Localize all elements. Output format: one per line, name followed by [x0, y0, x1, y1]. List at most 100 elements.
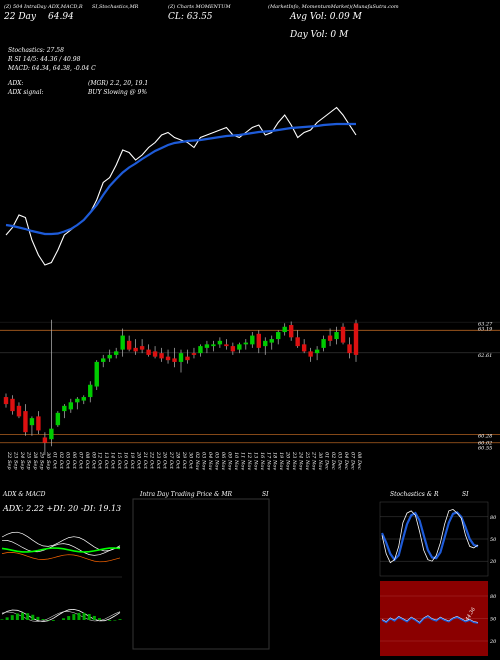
- macd-histogram-bar: [118, 619, 122, 620]
- date-tick-label: 13 Nov: [252, 452, 258, 470]
- date-tick-label: 08 Dec: [356, 452, 362, 470]
- adx-lines: [1, 531, 121, 563]
- candle-body: [16, 405, 22, 417]
- date-tick-label: 09 Oct: [90, 452, 96, 470]
- date-tick-label: 23 Nov: [291, 451, 297, 470]
- macd-histogram-bar: [10, 615, 14, 620]
- candle-body: [55, 412, 61, 426]
- stoch-d-line: [380, 511, 479, 562]
- candle-body: [3, 397, 9, 405]
- macd-histogram-bar: [97, 618, 101, 620]
- date-tick-label: 25 Nov: [304, 451, 310, 470]
- date-tick-label: 24 Nov: [298, 451, 304, 470]
- candle-body: [334, 332, 339, 340]
- candle-body: [159, 353, 164, 359]
- candle-body: [101, 358, 106, 362]
- candle-body: [353, 323, 359, 355]
- macd-histogram-bar: [72, 614, 76, 620]
- macd-histogram-bar: [15, 613, 19, 620]
- candle-body: [308, 351, 313, 357]
- macd-histogram-bar: [108, 620, 112, 621]
- date-tick-label: 03 Dec: [337, 452, 343, 470]
- candle-body: [172, 358, 177, 362]
- candle-body: [256, 333, 261, 348]
- macd-lines: [0, 608, 122, 623]
- date-tick-label: 14 Oct: [110, 452, 116, 470]
- price-level-label: 62.61: [478, 353, 492, 359]
- macd-line: [1, 608, 121, 623]
- macd-histogram-bar: [87, 613, 91, 620]
- candle-body: [113, 351, 119, 355]
- date-tick-label: 04 Dec: [343, 452, 349, 470]
- macd-histogram-bar: [26, 613, 30, 620]
- candle-body: [301, 344, 307, 352]
- price-line: [5, 106, 357, 266]
- date-tick-label: 11 Nov: [239, 452, 245, 470]
- candle-body: [133, 347, 138, 352]
- macd-histogram-bar: [67, 616, 71, 620]
- date-tick-label: 15 Oct: [116, 452, 122, 470]
- stoch-k-line: [381, 508, 479, 564]
- header: (Z) 504 IntraDay ADX,MACD,R SI,Stochasti…: [3, 3, 399, 96]
- price-level-label: 63.19: [478, 327, 493, 333]
- candle-body: [107, 354, 112, 359]
- avg-vol: Avg Vol: 0.09 M: [289, 12, 363, 22]
- price-level-label: 60.55: [478, 445, 492, 451]
- candle-body: [198, 346, 203, 354]
- candle-body: [29, 418, 35, 426]
- stoch-si: SI: [462, 491, 469, 498]
- date-tick-label: 05 Nov: [213, 452, 219, 470]
- candle-body: [68, 402, 74, 410]
- date-tick-label: 27 Oct: [168, 451, 174, 470]
- adx-macd-panel: ADX & MACD ADX: 2.22 +DI: 20 -DI: 19.13: [0, 491, 122, 660]
- macd-histogram-bar: [113, 620, 117, 621]
- candle-body: [340, 326, 346, 343]
- candle-body: [263, 340, 268, 347]
- date-tick-label: 06 Oct: [71, 452, 77, 470]
- adx-value-text: ADX: 2.22 +DI: 20 -DI: 19.13: [2, 504, 121, 513]
- date-tick-label: 07 Oct: [77, 452, 83, 470]
- date-tick-label: 07 Dec: [350, 452, 356, 470]
- candle-body: [321, 339, 326, 348]
- candle-body: [288, 325, 294, 338]
- date-tick-label: 28 Sep: [32, 451, 38, 470]
- candle-body: [94, 361, 99, 387]
- macd-histogram-bar: [0, 619, 4, 620]
- date-tick-label: 23 Oct: [155, 451, 161, 470]
- candle-body: [10, 398, 15, 412]
- candle-body: [295, 337, 300, 347]
- date-tick-label: 22 Sep: [6, 451, 12, 470]
- date-tick-label: 29 Sep: [38, 451, 44, 470]
- upper-line-panel: [5, 106, 357, 266]
- candle-body: [88, 384, 93, 398]
- adx-signal-label: ADX signal:: [7, 89, 44, 96]
- candle-body: [217, 340, 223, 345]
- candle-body: [75, 398, 80, 403]
- date-tick-label: 10 Nov: [233, 452, 239, 470]
- date-tick-label: 16 Nov: [259, 452, 265, 470]
- candle-body: [327, 335, 333, 341]
- candle-body: [81, 397, 86, 401]
- open-label: 64.94: [48, 12, 74, 22]
- date-tick-label: 04 Nov: [207, 452, 213, 470]
- candle-body: [250, 335, 255, 345]
- rsi-overlay-line: [381, 615, 479, 623]
- candle-body: [120, 335, 125, 350]
- date-tick-label: 06 Nov: [220, 452, 226, 470]
- close-label: CL: 63.55: [168, 12, 213, 22]
- rsi-level-label: 50: [490, 617, 497, 623]
- date-tick-label: 28 Oct: [175, 451, 181, 470]
- candle-body: [230, 346, 236, 352]
- price-level-label: 63.27: [478, 321, 493, 327]
- adx-series-line: [1, 552, 121, 563]
- date-tick-label: 09 Nov: [226, 452, 232, 470]
- candle-body: [204, 344, 210, 348]
- candle-body: [347, 344, 352, 354]
- signal-text: BUY Slowing @ 9%: [87, 89, 147, 96]
- macd-histogram-bar: [5, 617, 9, 620]
- macd-histogram-bar: [21, 612, 25, 620]
- date-tick-label: 30 Sep: [45, 452, 51, 470]
- intraday-title: Intra Day Trading Price & MR: [139, 491, 233, 498]
